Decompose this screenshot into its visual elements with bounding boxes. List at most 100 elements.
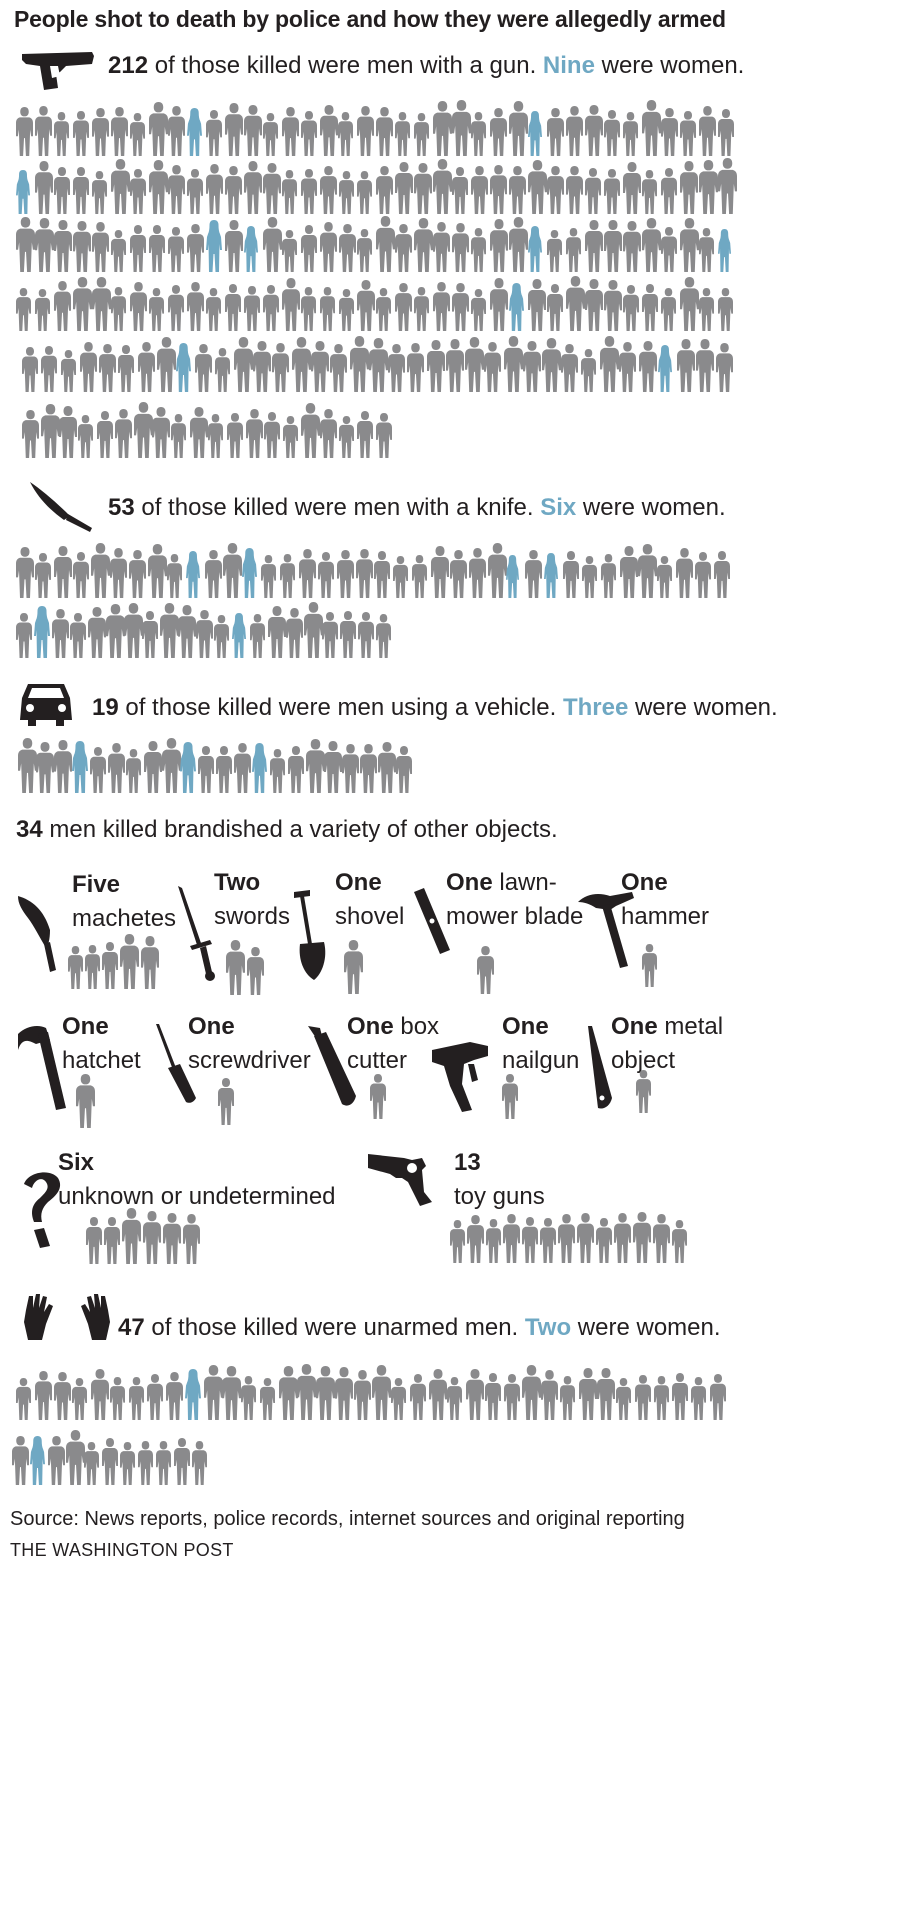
- man-figure: [298, 549, 316, 598]
- weapon-label-nailgun: One nailgun: [502, 1013, 580, 1074]
- man-figure: [192, 1441, 207, 1485]
- screwdriver-figures: [218, 1078, 235, 1125]
- man-figure: [84, 1442, 99, 1485]
- man-figure: [698, 106, 716, 156]
- man-figure: [338, 171, 354, 214]
- man-figure: [79, 342, 97, 392]
- man-figure: [144, 741, 162, 793]
- man-figure: [245, 409, 263, 458]
- man-figure: [522, 341, 541, 392]
- other-objects-sentence: 34 men killed brandished a variety of ot…: [16, 816, 558, 843]
- man-figure: [286, 608, 303, 658]
- man-figure: [282, 416, 298, 458]
- man-figure: [86, 1217, 102, 1264]
- man-figure: [680, 218, 700, 272]
- weapon-label-shovel: One shovel: [335, 869, 405, 930]
- man-figure: [486, 1219, 501, 1263]
- man-figure: [16, 613, 32, 658]
- knife-sentence: 53 of those killed were men with a knife…: [108, 494, 726, 521]
- man-figure: [300, 287, 316, 331]
- vehicle-women-count: Three: [562, 694, 629, 721]
- man-figure: [223, 543, 243, 598]
- man-figure: [503, 336, 523, 392]
- man-figure: [34, 161, 53, 214]
- man-figure: [324, 741, 342, 793]
- man-figure: [262, 113, 278, 156]
- man-figure: [696, 339, 715, 392]
- man-figure: [623, 285, 640, 331]
- man-figure: [334, 1367, 353, 1420]
- man-figure: [452, 223, 470, 272]
- man-figure: [167, 285, 184, 331]
- hammer-figures: [642, 944, 658, 987]
- man-figure: [124, 603, 143, 658]
- man-figure: [471, 112, 487, 156]
- box-cutter-figures: [370, 1074, 387, 1119]
- man-figure: [102, 942, 118, 989]
- box-cutter-icon: [308, 1026, 356, 1106]
- man-figure: [484, 342, 502, 392]
- man-figure: [18, 738, 37, 793]
- pistol-icon: [22, 52, 94, 90]
- vehicle-count: 19: [92, 694, 119, 721]
- man-figure: [340, 611, 356, 658]
- man-figure: [156, 337, 176, 392]
- man-figure: [375, 413, 392, 458]
- man-figure: [68, 946, 83, 989]
- man-figure: [447, 1377, 463, 1420]
- weapon-label-toy-guns: 13 toy guns: [454, 1149, 545, 1210]
- man-figure: [452, 100, 472, 156]
- man-figure: [638, 544, 658, 598]
- woman-figure: [544, 553, 559, 598]
- man-figure: [300, 225, 317, 272]
- man-figure: [395, 224, 413, 272]
- man-figure: [148, 288, 164, 331]
- man-figure: [642, 100, 662, 156]
- man-figure: [34, 1371, 52, 1420]
- man-figure: [129, 113, 145, 156]
- man-figure: [110, 287, 126, 331]
- man-figure: [525, 550, 543, 598]
- man-figure: [262, 285, 279, 331]
- man-figure: [430, 546, 449, 598]
- man-figure: [585, 279, 604, 331]
- man-figure: [214, 615, 229, 658]
- woman-figure: [176, 343, 192, 392]
- man-figure: [623, 221, 642, 272]
- man-figure: [96, 411, 113, 458]
- man-figure: [167, 106, 185, 156]
- man-figure: [48, 1436, 65, 1485]
- man-figure: [466, 1369, 485, 1420]
- man-figure: [623, 162, 642, 214]
- man-figure: [16, 217, 35, 272]
- man-figure: [141, 936, 159, 989]
- man-figure: [522, 1365, 542, 1420]
- man-figure: [713, 551, 730, 598]
- man-figure: [357, 280, 376, 331]
- man-figure: [91, 108, 109, 156]
- man-figure: [467, 1215, 484, 1263]
- man-figure: [234, 743, 251, 793]
- man-figure: [338, 112, 354, 156]
- man-figure: [129, 550, 147, 598]
- man-figure: [224, 284, 241, 331]
- man-figure: [54, 740, 72, 793]
- man-figure: [376, 166, 394, 214]
- man-figure: [578, 1368, 597, 1420]
- man-figure: [490, 165, 508, 214]
- woman-figure: [252, 743, 267, 793]
- man-figure: [542, 338, 562, 392]
- man-figure: [115, 409, 133, 458]
- man-figure: [330, 344, 348, 392]
- man-figure: [226, 413, 243, 458]
- gun-figures-row-3: [16, 216, 736, 272]
- man-figure: [186, 282, 204, 331]
- man-figure: [218, 1078, 234, 1125]
- hands-icon: [24, 1294, 110, 1340]
- man-figure: [102, 1438, 118, 1485]
- weapon-label-mower-blade: One lawn-mower blade: [446, 869, 584, 930]
- man-figure: [672, 1220, 687, 1263]
- man-figure: [41, 346, 58, 392]
- man-figure: [490, 219, 509, 272]
- man-figure: [657, 556, 673, 598]
